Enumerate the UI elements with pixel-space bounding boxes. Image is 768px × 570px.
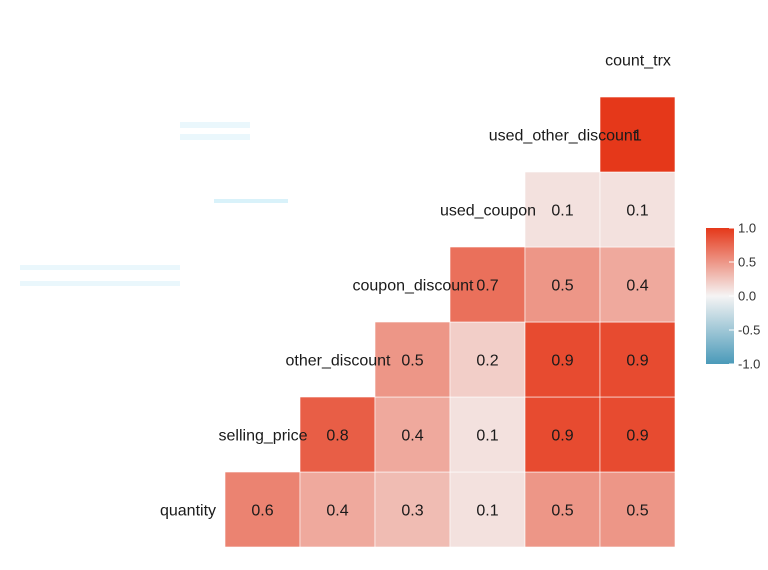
- legend-tick-label: 0.5: [738, 255, 756, 270]
- heatmap-cell: [599, 471, 676, 548]
- heatmap-cell-label: 0.9: [626, 353, 648, 370]
- heatmap-cell-label: 0.5: [551, 503, 573, 520]
- heatmap-cell-label: 0.1: [626, 203, 648, 220]
- ghost-mark: [20, 265, 180, 270]
- legend-tick-label: 1.0: [738, 221, 756, 236]
- heatmap-cell: [449, 396, 526, 473]
- heatmap-cell: [599, 246, 676, 323]
- heatmap-cell: [374, 321, 451, 398]
- heatmap-cell-label: 0.7: [476, 278, 498, 295]
- heatmap-cell-label: 0.4: [326, 503, 348, 520]
- heatmap-cell-label: 0.3: [401, 503, 423, 520]
- row-label: other_discount: [286, 353, 392, 370]
- row-label: used_coupon: [440, 203, 536, 220]
- heatmap-cell-label: 0.9: [551, 428, 573, 445]
- heatmap-cell: [524, 171, 601, 248]
- heatmap-cells: [224, 96, 676, 548]
- heatmap-cell-label: 0.8: [326, 428, 348, 445]
- heatmap-cell: [524, 396, 601, 473]
- row-label: coupon_discount: [353, 278, 475, 295]
- heatmap-cell: [224, 471, 301, 548]
- legend-ticks: 1.0 0.5 0.0 -0.5 -1.0: [729, 221, 760, 372]
- heatmap-cell-label: 0.4: [626, 278, 648, 295]
- heatmap-cell-label: 0.9: [626, 428, 648, 445]
- heatmap-cell-label: 0.5: [551, 278, 573, 295]
- heatmap-cell: [599, 171, 676, 248]
- ghost-mark: [180, 122, 250, 128]
- heatmap-cell: [599, 321, 676, 398]
- heatmap-cell-label: 0.5: [401, 353, 423, 370]
- heatmap-cell: [449, 471, 526, 548]
- heatmap-cell: [449, 321, 526, 398]
- legend-tick-label: 0.0: [738, 289, 756, 304]
- heatmap-cell: [299, 396, 376, 473]
- heatmap-cell-label: 0.9: [551, 353, 573, 370]
- legend-tick-label: -0.5: [738, 323, 760, 338]
- ghost-mark: [180, 134, 250, 140]
- heatmap-cell-label: 0.1: [476, 503, 498, 520]
- heatmap-cell-label: 0.4: [401, 428, 423, 445]
- heatmap-cell-label: 0.1: [551, 203, 573, 220]
- color-legend: 1.0 0.5 0.0 -0.5 -1.0: [706, 221, 760, 372]
- row-label: quantity: [160, 503, 216, 520]
- ghost-mark: [20, 281, 180, 286]
- faint-background-artifacts: [20, 122, 288, 286]
- heatmap-row-labels: quantity selling_price other_discount coupo…: [160, 53, 671, 520]
- heatmap-cell: [524, 246, 601, 323]
- heatmap-cell: [374, 396, 451, 473]
- heatmap-cell-label: 0.2: [476, 353, 498, 370]
- ghost-mark: [214, 199, 288, 203]
- heatmap-cell-label: 0.5: [626, 503, 648, 520]
- heatmap-cell: [599, 96, 676, 173]
- row-label: used_other_discount: [489, 128, 638, 145]
- heatmap-cell: [599, 396, 676, 473]
- legend-tick-label: -1.0: [738, 357, 760, 372]
- row-label: count_trx: [605, 53, 671, 70]
- heatmap-cell-label: 1: [633, 128, 642, 145]
- heatmap-cell: [524, 471, 601, 548]
- row-label: selling_price: [219, 428, 308, 445]
- heatmap-cell: [449, 246, 526, 323]
- heatmap-cell-label: 0.1: [476, 428, 498, 445]
- heatmap-cell-label: 0.6: [251, 503, 273, 520]
- heatmap-cell: [299, 471, 376, 548]
- heatmap-cell-labels: 0.6 0.4 0.3 0.1 0.5 0.5 0.8 0.4 0.1 0.9 0.9 0.5 0.2 0…: [251, 128, 648, 520]
